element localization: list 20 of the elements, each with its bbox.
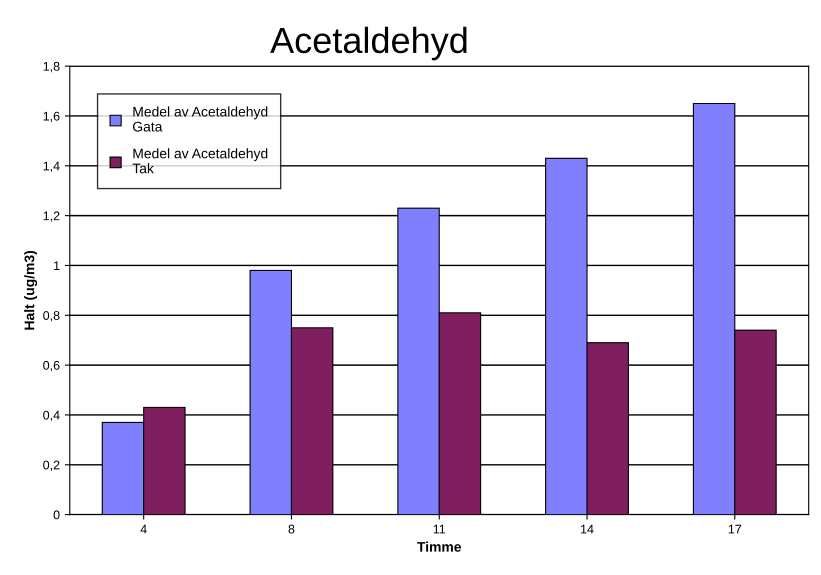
y-tick-label: 0 bbox=[54, 510, 60, 520]
chart-title: Acetaldehyd bbox=[270, 26, 467, 60]
y-tick-label: 0,2 bbox=[43, 460, 60, 471]
y-tick-label: 0,8 bbox=[43, 311, 60, 322]
y-tick-label: 0,4 bbox=[43, 410, 60, 422]
x-tick-label: 8 bbox=[288, 524, 294, 534]
legend-label: Medel av Acetaldehyd Tak bbox=[132, 148, 268, 174]
y-axis-title: Halt (ug/m3) bbox=[24, 250, 38, 330]
x-tick-label: 11 bbox=[434, 524, 446, 534]
x-tick-label: 4 bbox=[140, 524, 147, 534]
y-tick-label: 1,6 bbox=[44, 112, 60, 122]
x-axis-title: Timme bbox=[417, 542, 462, 552]
legend-label: Medel av Acetaldehyd Gata bbox=[132, 106, 268, 132]
y-tick-label: 0,6 bbox=[43, 360, 60, 372]
y-tick-label: 1,4 bbox=[44, 162, 60, 172]
x-tick-label: 17 bbox=[728, 524, 742, 534]
x-tick-label: 14 bbox=[581, 524, 594, 534]
y-tick-label: 1 bbox=[54, 261, 60, 270]
y-tick-label: 1,8 bbox=[44, 62, 60, 72]
y-tick-label: 1,2 bbox=[44, 211, 60, 222]
